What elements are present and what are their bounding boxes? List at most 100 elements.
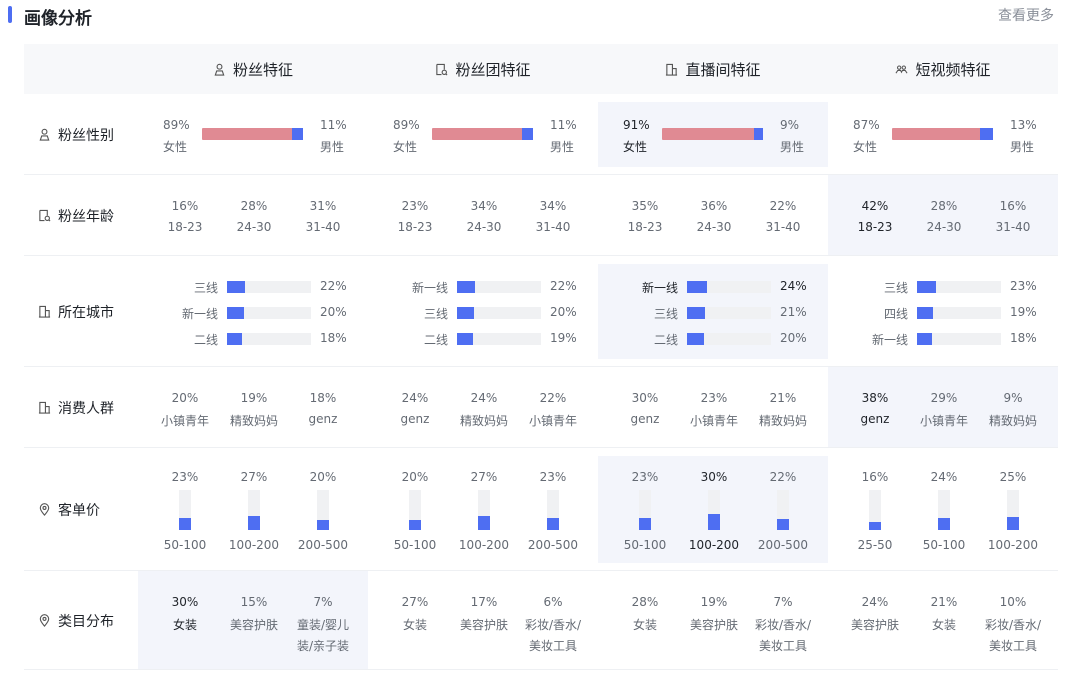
column-header-label: 短视频特征	[915, 60, 991, 79]
building-icon	[665, 62, 679, 76]
price-bar	[1007, 490, 1019, 530]
age-range-label: 31-40	[305, 220, 341, 234]
city-tier-label: 二线	[653, 333, 678, 347]
person-icon	[213, 62, 227, 76]
city-tier-fill	[227, 333, 242, 345]
age-percent: 42%	[861, 199, 889, 213]
consumer-percent: 9%	[1003, 391, 1023, 405]
city-tier-fill	[687, 307, 705, 319]
female-label: 女性	[623, 140, 648, 154]
city-tier-percent: 18%	[320, 331, 347, 345]
price-bar	[777, 490, 789, 530]
city-tier-bar	[687, 281, 771, 293]
male-percent: 9%	[780, 118, 800, 132]
group-icon	[895, 62, 909, 76]
row-divider	[24, 669, 1058, 670]
age-percent: 34%	[539, 199, 567, 213]
fan-group-icon	[435, 62, 449, 76]
consumer-group-label: 精致妈妈	[988, 414, 1037, 428]
age-percent: 35%	[631, 199, 659, 213]
city-tier-percent: 20%	[550, 305, 577, 319]
age-percent: 16%	[999, 199, 1027, 213]
city-tier-bar	[917, 333, 1001, 345]
column-header-1[interactable]: 粉丝特征	[138, 44, 368, 94]
category-label: 美容护肤	[229, 618, 278, 632]
gender-ratio-bar	[662, 128, 763, 140]
price-bar	[639, 490, 651, 530]
city-tier-label: 新一线	[641, 281, 678, 295]
city-tier-fill	[917, 281, 936, 293]
price-bar-fill	[478, 516, 490, 530]
row-label-text: 所在城市	[58, 304, 114, 321]
gender-ratio-bar	[202, 128, 303, 140]
column-header-3[interactable]: 直播间特征	[598, 44, 828, 94]
column-header-2[interactable]: 粉丝团特征	[368, 44, 598, 94]
age-percent: 34%	[470, 199, 498, 213]
category-label: 彩妆/香水/	[984, 618, 1042, 632]
column-header-4[interactable]: 短视频特征	[828, 44, 1058, 94]
title-accent-bar	[8, 6, 12, 23]
price-percent: 25%	[999, 470, 1027, 484]
consumer-percent: 23%	[700, 391, 728, 405]
consumer-percent: 20%	[171, 391, 199, 405]
price-range-label: 100-200	[458, 538, 510, 552]
city-tier-bar	[917, 281, 1001, 293]
age-range-label: 24-30	[466, 220, 502, 234]
category-label-line2: 美妆工具	[528, 639, 577, 653]
price-bar	[317, 490, 329, 530]
consumer-percent: 30%	[631, 391, 659, 405]
consumer-group-label: 精致妈妈	[229, 414, 278, 428]
age-range-label: 31-40	[535, 220, 571, 234]
price-range-label: 100-200	[228, 538, 280, 552]
price-bar-fill	[639, 518, 651, 530]
city-tier-label: 三线	[883, 281, 908, 295]
age-range-label: 24-30	[236, 220, 272, 234]
age-percent: 22%	[769, 199, 797, 213]
city-tier-label: 二线	[423, 333, 448, 347]
city-tier-bar	[457, 333, 541, 345]
category-percent: 21%	[930, 595, 958, 609]
city-tier-percent: 24%	[780, 279, 807, 293]
category-label: 女装	[931, 618, 956, 632]
city-tier-bar	[227, 307, 311, 319]
row-label-text: 客单价	[58, 502, 100, 519]
price-percent: 24%	[930, 470, 958, 484]
age-range-label: 24-30	[696, 220, 732, 234]
row-label-age: 粉丝年龄	[38, 206, 114, 226]
age-range-label: 18-23	[627, 220, 663, 234]
price-bar	[179, 490, 191, 530]
age-percent: 23%	[401, 199, 429, 213]
city-tier-percent: 20%	[780, 331, 807, 345]
row-divider	[24, 447, 1058, 448]
price-percent: 22%	[769, 470, 797, 484]
age-percent: 36%	[700, 199, 728, 213]
price-percent: 23%	[631, 470, 659, 484]
price-range-label: 50-100	[922, 538, 966, 552]
price-range-label: 50-100	[393, 538, 437, 552]
chevron-right-icon[interactable]: ›	[1046, 7, 1051, 21]
price-bar-fill	[938, 518, 950, 530]
price-bar-fill	[869, 522, 881, 530]
row-label-price: 客单价	[38, 500, 100, 520]
city-tier-bar	[457, 281, 541, 293]
category-percent: 19%	[700, 595, 728, 609]
city-tier-fill	[227, 281, 245, 293]
category-label-line2: 美妆工具	[988, 639, 1037, 653]
consumer-group-label: 精致妈妈	[459, 414, 508, 428]
city-tier-percent: 19%	[550, 331, 577, 345]
consumer-percent: 29%	[930, 391, 958, 405]
age-percent: 28%	[930, 199, 958, 213]
female-percent: 87%	[853, 118, 880, 132]
location-pin-icon	[38, 614, 51, 627]
city-tier-percent: 23%	[1010, 279, 1037, 293]
city-tier-fill	[687, 281, 707, 293]
category-label: 彩妆/香水/	[754, 618, 812, 632]
consumer-percent: 19%	[240, 391, 268, 405]
category-percent: 27%	[401, 595, 429, 609]
category-percent: 24%	[861, 595, 889, 609]
female-percent: 91%	[623, 118, 650, 132]
column-header-label: 直播间特征	[685, 60, 761, 79]
category-label-line2: 美妆工具	[758, 639, 807, 653]
row-label-text: 消费人群	[58, 400, 114, 417]
view-more-link[interactable]: 查看更多	[998, 8, 1054, 24]
